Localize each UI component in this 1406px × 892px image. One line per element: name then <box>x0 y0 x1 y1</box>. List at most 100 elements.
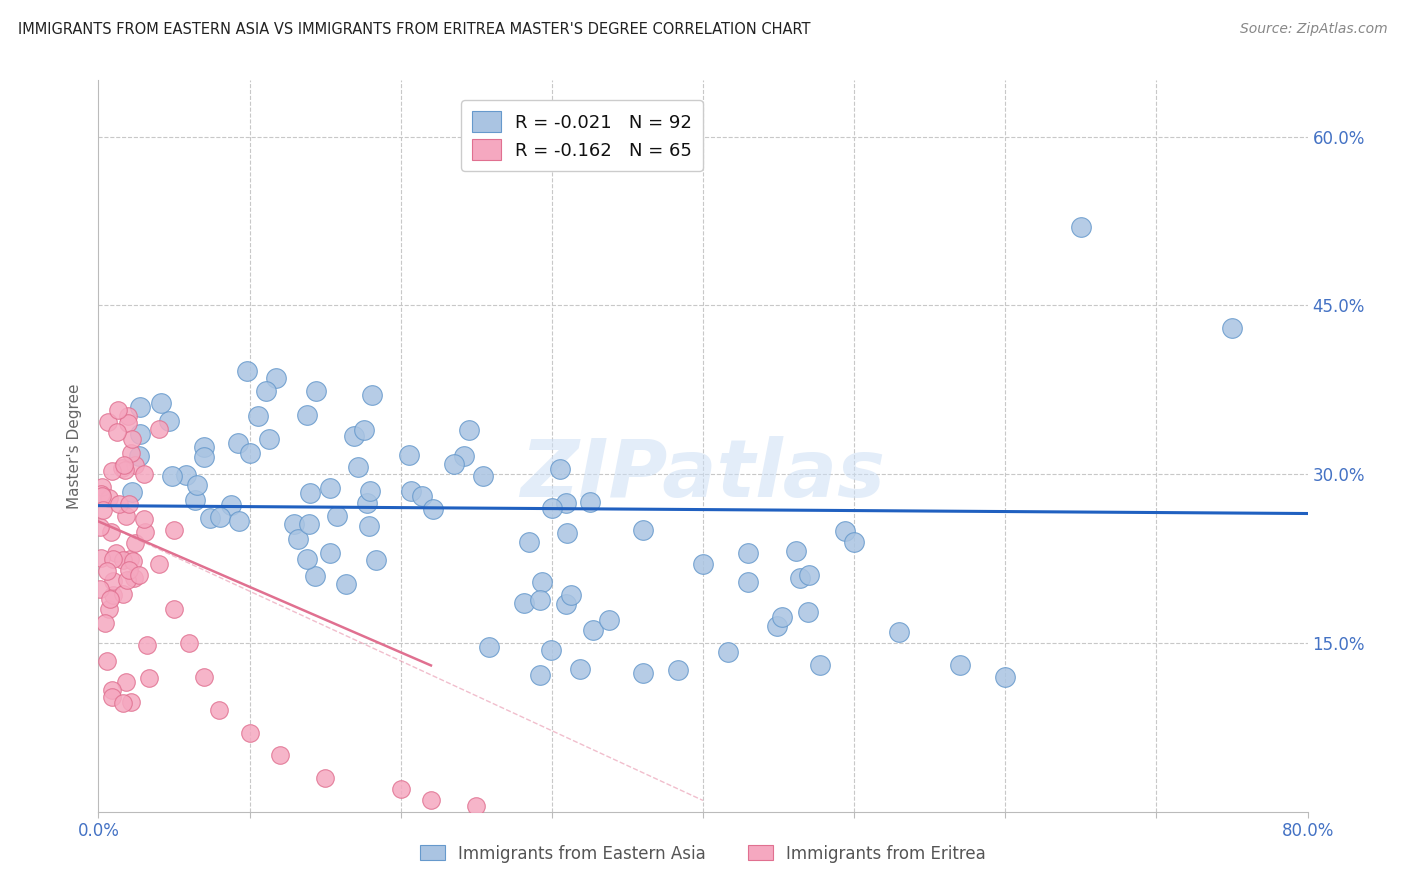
Point <box>121 485 143 500</box>
Point <box>163 524 186 538</box>
Point <box>148 557 170 571</box>
Point <box>465 799 488 814</box>
Point <box>1220 321 1243 335</box>
Point <box>269 748 291 763</box>
Point <box>319 481 342 495</box>
Point <box>100 682 122 697</box>
Point <box>100 464 122 478</box>
Point <box>118 552 141 566</box>
Point <box>221 498 243 512</box>
Point <box>184 493 207 508</box>
Point <box>91 503 114 517</box>
Point <box>193 670 215 684</box>
Point <box>121 432 143 446</box>
Point <box>105 546 128 560</box>
Point <box>193 441 215 455</box>
Point <box>399 483 422 498</box>
Text: IMMIGRANTS FROM EASTERN ASIA VS IMMIGRANTS FROM ERITREA MASTER'S DEGREE CORRELAT: IMMIGRANTS FROM EASTERN ASIA VS IMMIGRAN… <box>18 22 811 37</box>
Point <box>513 596 536 610</box>
Point <box>1070 219 1092 234</box>
Point <box>128 449 150 463</box>
Point <box>149 396 172 410</box>
Point <box>555 525 578 540</box>
Point <box>259 432 281 446</box>
Point <box>239 446 262 460</box>
Point <box>208 510 231 524</box>
Point <box>100 525 122 540</box>
Point <box>560 589 582 603</box>
Point <box>295 408 318 422</box>
Point <box>90 487 112 501</box>
Point <box>132 467 155 482</box>
Point <box>91 490 114 504</box>
Point <box>254 384 277 398</box>
Point <box>359 483 381 498</box>
Point <box>359 518 381 533</box>
Point <box>148 422 170 436</box>
Point <box>138 671 160 685</box>
Point <box>117 416 139 430</box>
Point <box>239 726 262 740</box>
Point <box>117 409 139 423</box>
Point <box>160 468 183 483</box>
Point <box>692 557 714 571</box>
Point <box>366 553 388 567</box>
Point <box>529 592 551 607</box>
Point <box>517 534 540 549</box>
Point <box>737 575 759 590</box>
Point <box>90 550 112 565</box>
Point <box>118 497 141 511</box>
Point <box>107 402 129 417</box>
Point <box>114 463 136 477</box>
Point <box>179 636 201 650</box>
Point <box>994 670 1017 684</box>
Point <box>889 624 911 639</box>
Point <box>540 500 562 515</box>
Point <box>540 642 562 657</box>
Point <box>115 573 138 587</box>
Point <box>193 450 215 465</box>
Point <box>550 462 572 476</box>
Point <box>226 436 249 450</box>
Point <box>360 388 382 402</box>
Point <box>91 480 114 494</box>
Point <box>287 532 309 546</box>
Point <box>335 576 357 591</box>
Point <box>112 458 135 472</box>
Point <box>478 640 501 654</box>
Point <box>112 552 135 566</box>
Point <box>129 426 152 441</box>
Point <box>304 569 326 583</box>
Point <box>347 459 370 474</box>
Point <box>796 605 818 619</box>
Point <box>582 623 605 637</box>
Point <box>808 658 831 673</box>
Point <box>295 552 318 566</box>
Text: ZIPatlas: ZIPatlas <box>520 436 886 515</box>
Point <box>422 501 444 516</box>
Point <box>97 415 120 429</box>
Point <box>96 564 118 578</box>
Point <box>186 478 208 492</box>
Point <box>770 610 793 624</box>
Point <box>529 668 551 682</box>
Point <box>443 458 465 472</box>
Point <box>389 782 412 797</box>
Point <box>766 619 789 633</box>
Point <box>89 582 111 596</box>
Point <box>94 616 117 631</box>
Point <box>128 400 150 414</box>
Point <box>420 793 443 807</box>
Point <box>555 597 578 611</box>
Point <box>115 509 138 524</box>
Point <box>666 663 689 677</box>
Point <box>797 568 820 582</box>
Point <box>163 602 186 616</box>
Point <box>949 658 972 673</box>
Point <box>111 587 134 601</box>
Point <box>105 425 128 439</box>
Point <box>737 546 759 560</box>
Point <box>107 497 129 511</box>
Point <box>305 384 328 399</box>
Point <box>112 696 135 710</box>
